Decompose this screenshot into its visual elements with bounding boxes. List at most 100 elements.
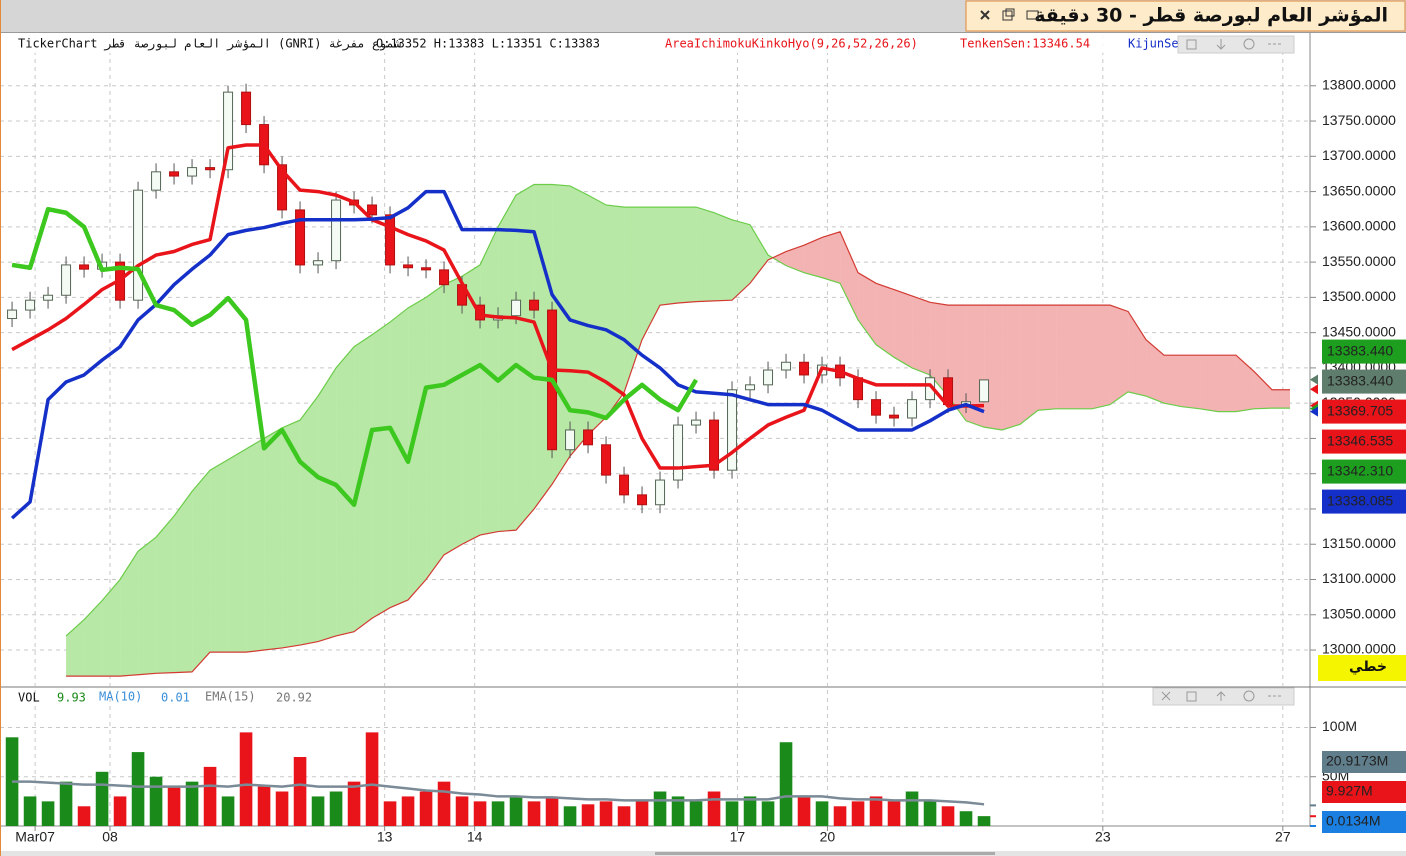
cloud-area bbox=[192, 470, 211, 672]
volume-toolbar[interactable] bbox=[1152, 687, 1295, 706]
cloud-area bbox=[606, 204, 625, 418]
indicator-line bbox=[10, 189, 985, 520]
style-label-bg[interactable] bbox=[1318, 655, 1406, 681]
y-tick-label: 13750.0000 bbox=[1322, 112, 1396, 128]
volume-bar bbox=[869, 796, 883, 826]
volume-bar bbox=[437, 781, 451, 826]
volume-bar bbox=[941, 806, 955, 826]
volume-bar bbox=[401, 796, 415, 826]
volume-tag-label: 20.9173M bbox=[1326, 753, 1388, 769]
price-tag-label: 13383.440 bbox=[1327, 372, 1393, 388]
cloud-area bbox=[840, 231, 859, 320]
cloud-area bbox=[354, 334, 373, 632]
x-tick-label: 20 bbox=[820, 829, 836, 845]
cloud-area bbox=[876, 283, 895, 358]
cloud-area bbox=[732, 219, 751, 301]
cloud-area bbox=[750, 224, 769, 284]
cloud-area bbox=[678, 207, 697, 304]
cloud-area bbox=[858, 272, 877, 345]
y-tick-label: 13650.0000 bbox=[1322, 182, 1396, 198]
volume-tag-label: 0.0134M bbox=[1326, 813, 1380, 829]
volume-bar bbox=[527, 801, 541, 826]
cloud-area bbox=[156, 516, 175, 674]
volume-bar bbox=[293, 757, 307, 826]
ma-label: MA(10) bbox=[99, 690, 142, 704]
cloud-area bbox=[642, 207, 661, 340]
cloud-area bbox=[516, 184, 535, 531]
candle-body bbox=[133, 189, 144, 301]
cloud-area bbox=[498, 195, 517, 532]
indicator-line bbox=[11, 143, 985, 470]
cloud-area bbox=[426, 284, 445, 580]
cloud-area bbox=[138, 537, 157, 675]
legend-bg bbox=[0, 35, 1300, 53]
cloud-area bbox=[822, 231, 841, 284]
vol-label: VOL bbox=[18, 691, 40, 705]
cloud-area bbox=[786, 245, 805, 273]
candle-body bbox=[403, 264, 414, 269]
price-tag bbox=[1322, 429, 1406, 454]
cloud-area bbox=[714, 212, 733, 301]
candle-body bbox=[781, 361, 792, 371]
x-tick-label: 14 bbox=[467, 829, 483, 845]
cloud-area bbox=[1146, 339, 1165, 404]
volume-bar bbox=[671, 796, 685, 826]
cloud-area bbox=[1164, 355, 1183, 407]
candle-body bbox=[421, 267, 432, 271]
cloud-area bbox=[372, 322, 391, 619]
candle-body bbox=[223, 91, 234, 171]
left-border bbox=[0, 0, 1, 856]
volume-bar bbox=[581, 804, 595, 826]
volume-bar bbox=[257, 786, 271, 826]
volume-tag bbox=[1322, 781, 1406, 803]
candle-body bbox=[79, 264, 90, 270]
tenkan-text: TenkenSen:13346.54 bbox=[960, 37, 1090, 51]
cloud-area bbox=[1074, 305, 1093, 409]
cloud-area bbox=[894, 289, 913, 368]
cloud-area bbox=[264, 427, 283, 651]
cloud-area bbox=[390, 307, 409, 608]
cloud-area bbox=[480, 226, 499, 536]
volume-bar bbox=[743, 796, 757, 826]
window-controls[interactable] bbox=[980, 8, 1039, 21]
y-tick-label: 13800.0000 bbox=[1322, 76, 1396, 92]
volume-bar bbox=[113, 796, 127, 826]
volume-bar bbox=[59, 781, 73, 826]
scroll-thumb[interactable] bbox=[655, 852, 995, 855]
ma-value: 0.01 bbox=[161, 691, 190, 705]
cloud-area bbox=[1020, 305, 1039, 425]
candle-body bbox=[763, 369, 774, 386]
pane-toolbar[interactable] bbox=[1177, 35, 1295, 54]
volume-bar bbox=[419, 791, 433, 826]
price-pointer bbox=[1310, 384, 1318, 395]
style-label[interactable]: خطي bbox=[1349, 659, 1387, 675]
candle-body bbox=[331, 199, 342, 262]
cloud-area bbox=[1272, 389, 1291, 409]
ema-value: 20.92 bbox=[276, 691, 312, 705]
cloud-area bbox=[444, 276, 463, 555]
candle-body bbox=[25, 299, 36, 311]
cloud-area bbox=[210, 459, 229, 653]
volume-bar bbox=[131, 752, 145, 826]
volume-bar bbox=[203, 766, 217, 826]
volume-bar bbox=[23, 796, 37, 826]
cloud-area bbox=[282, 420, 301, 648]
cloud-area bbox=[984, 305, 1003, 430]
volume-bar bbox=[311, 796, 325, 826]
price-tag-label: 13338.085 bbox=[1327, 492, 1393, 508]
volume-bar bbox=[167, 786, 181, 826]
cloud-area bbox=[1056, 305, 1075, 409]
cloud-area bbox=[696, 207, 715, 302]
cloud-area bbox=[1182, 355, 1201, 409]
candle-body bbox=[799, 361, 810, 376]
volume-bar bbox=[275, 791, 289, 826]
price-tag-label: 13383.440 bbox=[1327, 342, 1393, 358]
price-tag bbox=[1322, 459, 1406, 484]
candle-body bbox=[385, 214, 396, 266]
volume-bar bbox=[455, 796, 469, 826]
candle-body bbox=[637, 494, 648, 506]
volume-tag bbox=[1322, 811, 1406, 833]
volume-bar bbox=[797, 796, 811, 826]
cloud-area bbox=[912, 295, 931, 375]
cloud-area bbox=[462, 264, 481, 545]
